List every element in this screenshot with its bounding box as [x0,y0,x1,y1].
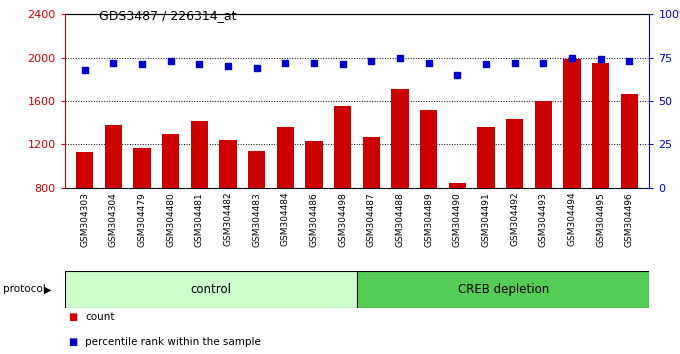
Text: GSM304495: GSM304495 [596,192,605,246]
Bar [534,101,552,188]
Point [337,62,348,67]
Text: GSM304484: GSM304484 [281,192,290,246]
Point [309,60,320,65]
Point [452,72,463,78]
Bar [392,89,409,188]
Bar [334,106,352,188]
Text: ■: ■ [68,337,78,347]
Point [509,60,520,65]
Point [165,58,176,64]
Text: GSM304490: GSM304490 [453,192,462,246]
Bar [564,59,581,188]
Point [108,60,119,65]
Text: GSM304481: GSM304481 [195,192,204,246]
Text: GSM304493: GSM304493 [539,192,548,246]
Bar [477,127,494,188]
Text: GSM304480: GSM304480 [166,192,175,246]
Point [595,56,606,62]
Point [624,58,634,64]
Text: count: count [85,312,114,322]
Text: GSM304498: GSM304498 [338,192,347,246]
Text: ▶: ▶ [44,284,52,295]
Text: protocol: protocol [3,284,46,295]
Bar [190,121,208,188]
Bar [621,95,638,188]
Bar [220,140,237,188]
Bar [162,135,180,188]
Point [423,60,434,65]
Text: GSM304482: GSM304482 [224,192,233,246]
Text: GSM304488: GSM304488 [396,192,405,246]
Text: GSM304494: GSM304494 [568,192,577,246]
Bar [76,152,93,188]
Bar [506,119,524,188]
Point [481,62,492,67]
Text: control: control [190,283,231,296]
Text: GSM304489: GSM304489 [424,192,433,246]
Bar [592,63,609,188]
Point [394,55,405,60]
Text: GSM304486: GSM304486 [309,192,318,246]
FancyBboxPatch shape [357,271,649,308]
Text: GSM304492: GSM304492 [510,192,519,246]
Bar [449,183,466,188]
Text: GSM304496: GSM304496 [625,192,634,246]
Text: GDS3487 / 226314_at: GDS3487 / 226314_at [99,9,236,22]
Text: GSM304304: GSM304304 [109,192,118,246]
Point [280,60,291,65]
Text: GSM304479: GSM304479 [137,192,146,246]
Text: GSM304487: GSM304487 [367,192,376,246]
Bar [362,137,380,188]
FancyBboxPatch shape [65,271,357,308]
Point [137,62,148,67]
Bar [105,125,122,188]
Point [566,55,577,60]
Text: GSM304491: GSM304491 [481,192,490,246]
Point [366,58,377,64]
Point [538,60,549,65]
Point [80,67,90,73]
Point [251,65,262,71]
Bar [420,110,437,188]
Text: percentile rank within the sample: percentile rank within the sample [85,337,261,347]
Point [222,63,233,69]
Text: GSM304303: GSM304303 [80,192,89,247]
Bar [305,141,322,188]
Point [194,62,205,67]
Bar [133,148,150,188]
Text: GSM304483: GSM304483 [252,192,261,246]
Text: ■: ■ [68,312,78,322]
Bar [277,127,294,188]
Text: CREB depletion: CREB depletion [458,283,549,296]
Bar [248,151,265,188]
